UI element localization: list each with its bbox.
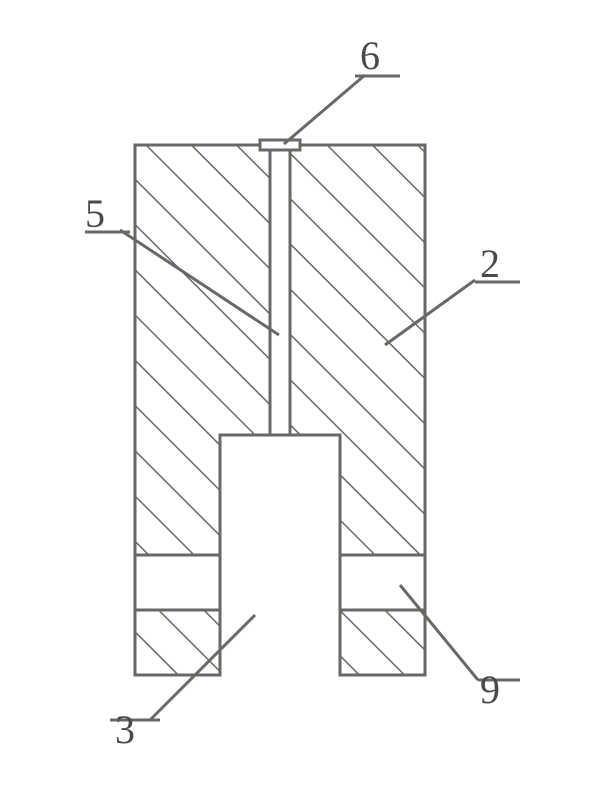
- hatched-body: [135, 145, 425, 675]
- label-9: 9: [480, 667, 500, 712]
- engineering-diagram: 6 5 2 9 3: [0, 0, 615, 800]
- label-2: 2: [480, 241, 500, 286]
- label-5: 5: [85, 191, 105, 236]
- label-3: 3: [115, 707, 135, 752]
- label-6: 6: [360, 33, 380, 78]
